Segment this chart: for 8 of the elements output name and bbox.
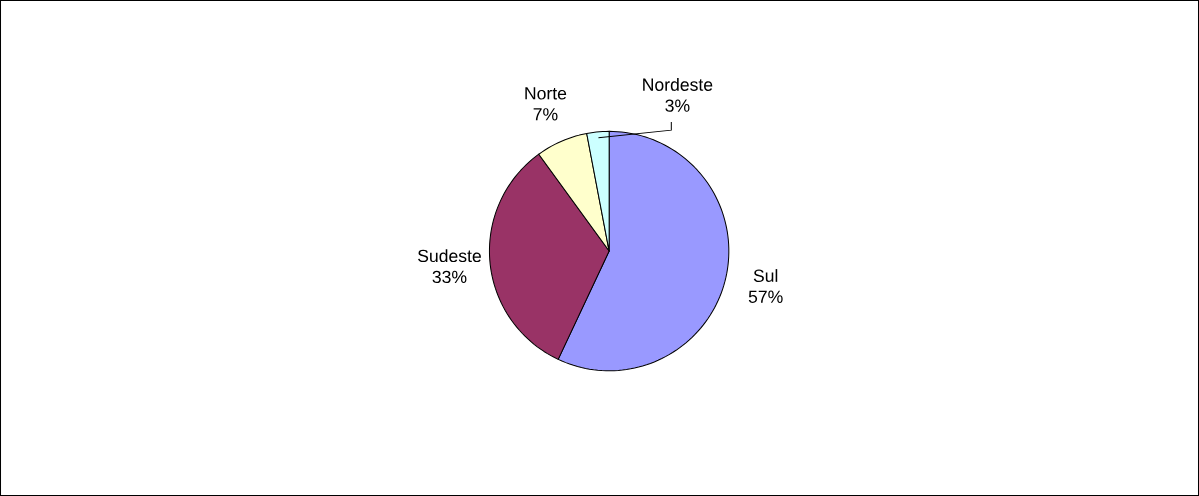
slice-label: Nordeste xyxy=(643,77,713,91)
slice-label: Sul xyxy=(753,269,778,282)
slice-label: Sudeste xyxy=(418,249,481,263)
data-label: 7% xyxy=(533,108,558,121)
data-label: 57% xyxy=(748,290,783,303)
data-label: 33% xyxy=(432,270,467,284)
slice-label: Norte xyxy=(525,87,567,100)
data-label: 3% xyxy=(665,99,690,112)
